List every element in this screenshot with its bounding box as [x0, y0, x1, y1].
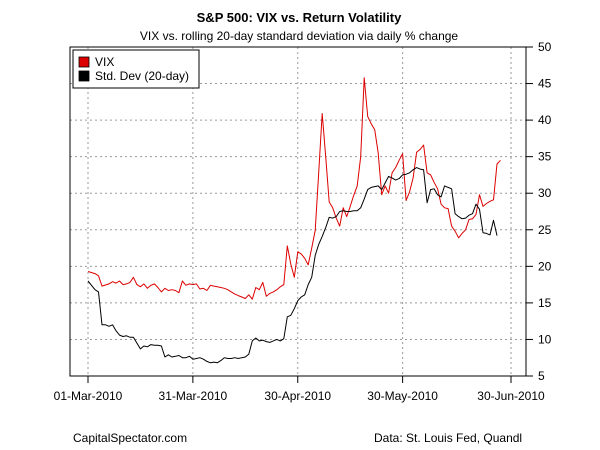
x-tick-label: 30-Jun-2010 [477, 389, 545, 403]
x-tick-label: 30-May-2010 [367, 389, 438, 403]
x-tick-label: 01-Mar-2010 [54, 389, 123, 403]
x-tick-label: 30-Apr-2010 [264, 389, 331, 403]
grid [70, 46, 526, 377]
footer-source-site: CapitalSpectator.com [73, 431, 187, 445]
chart-subtitle: VIX vs. rolling 20-day standard deviatio… [140, 29, 459, 43]
x-axis: 01-Mar-2010 31-Mar-2010 30-Apr-2010 30-May-… [54, 375, 545, 403]
y-tick-label: 25 [538, 223, 552, 237]
y-tick-label: 5 [538, 369, 545, 383]
y-tick-label: 50 [538, 40, 552, 54]
legend-swatch-vix [78, 56, 90, 68]
chart-title: S&P 500: VIX vs. Return Volatility [197, 10, 402, 25]
y-tick-label: 20 [538, 259, 552, 273]
legend-swatch-stddev [78, 70, 90, 82]
y-tick-label: 10 [538, 332, 552, 346]
legend-label-stddev: Std. Dev (20-day) [95, 69, 189, 83]
y-tick-label: 30 [538, 186, 552, 200]
legend: VIX Std. Dev (20-day) [72, 49, 200, 89]
footer-data-credit: Data: St. Louis Fed, Quandl [374, 431, 522, 445]
y-axis: 5 10 15 20 25 30 35 40 45 50 [525, 40, 552, 383]
legend-box [72, 49, 200, 89]
y-tick-label: 45 [538, 77, 552, 91]
series-line-stddev [87, 167, 498, 364]
x-tick-label: 31-Mar-2010 [159, 389, 228, 403]
plot-frame [69, 46, 527, 377]
series-lines [87, 77, 501, 364]
series-line-vix [87, 77, 501, 300]
y-tick-label: 35 [538, 150, 552, 164]
y-tick-label: 40 [538, 113, 552, 127]
y-tick-label: 15 [538, 296, 552, 310]
legend-label-vix: VIX [95, 55, 114, 69]
